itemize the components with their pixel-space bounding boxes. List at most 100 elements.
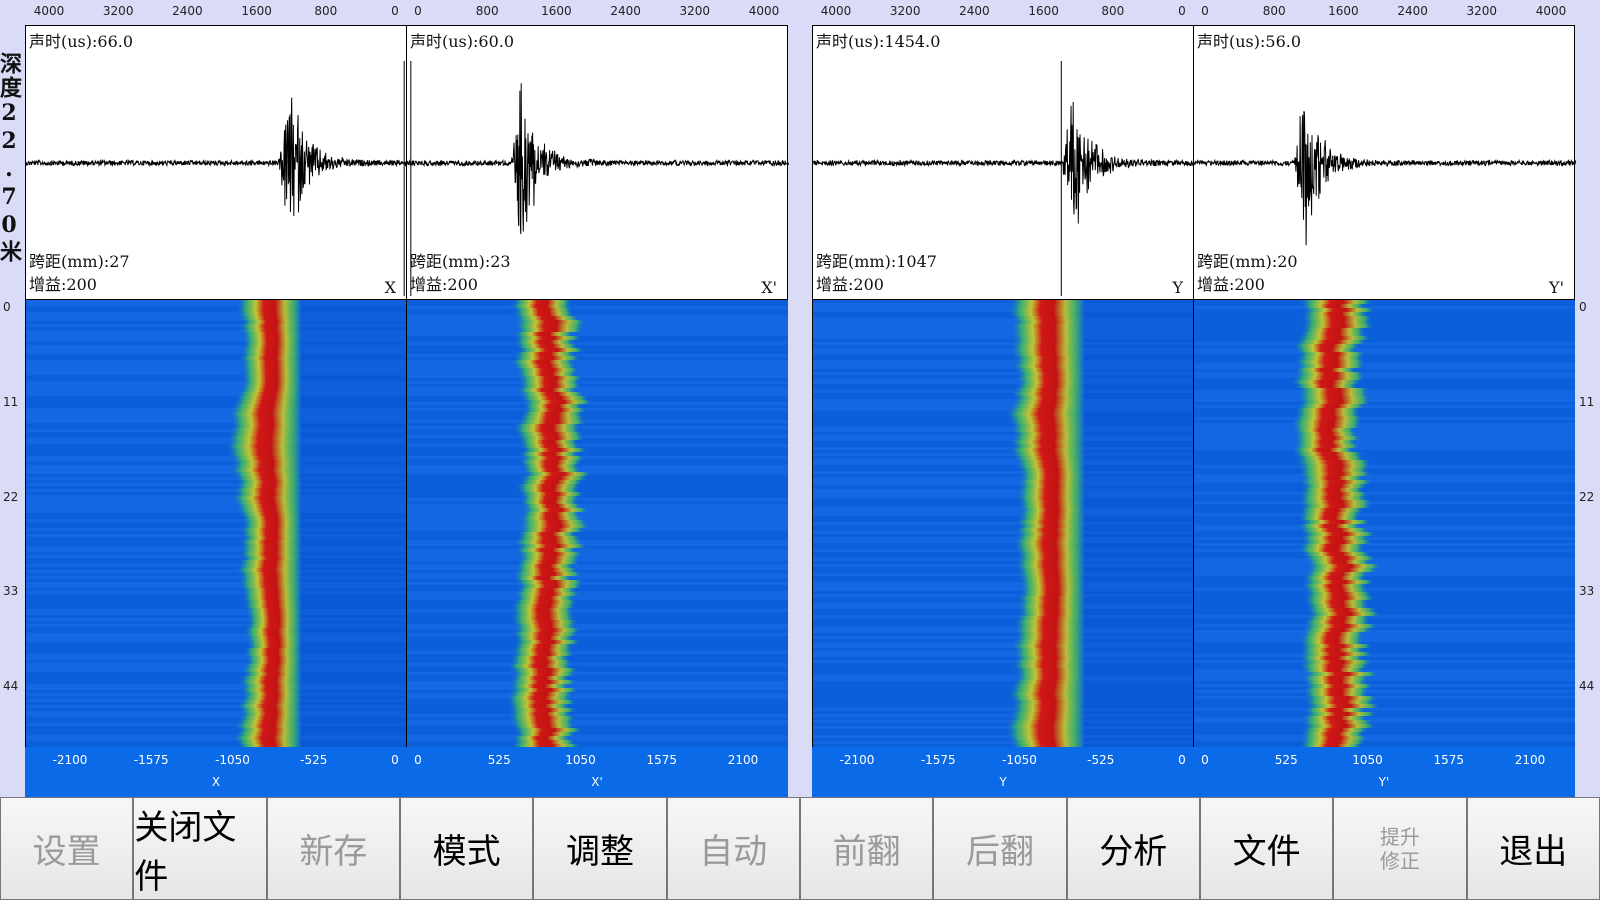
texture-row: [26, 303, 407, 306]
band-row: [231, 460, 302, 464]
band-row: [1304, 696, 1379, 700]
texture-row: [813, 657, 1194, 660]
texture-row: [813, 375, 1194, 378]
texture-row: [26, 390, 407, 393]
toolbar-button[interactable]: 文件: [1199, 797, 1334, 900]
texture-row: [1194, 300, 1575, 303]
bottom-axis: -2100 -1575 -1050 -525 0 Y: [812, 747, 1194, 797]
texture-row: [1194, 687, 1575, 690]
toolbar-button[interactable]: 设置: [0, 797, 134, 900]
texture-row: [407, 567, 788, 570]
band-row: [246, 620, 302, 624]
texture-row: [813, 612, 1194, 615]
band-row: [239, 712, 302, 716]
toolbar-button[interactable]: 模式: [399, 797, 534, 900]
texture-row: [1194, 645, 1575, 648]
bottom-tick-label: 525: [1274, 753, 1298, 767]
band-row: [1305, 608, 1378, 612]
toolbar-button[interactable]: 关闭文件: [133, 797, 267, 900]
band-row: [507, 664, 573, 668]
band-row: [1297, 516, 1361, 520]
bottom-tick-label: 525: [487, 753, 511, 767]
band-row: [241, 556, 302, 560]
band-row: [240, 360, 302, 364]
texture-row: [813, 615, 1194, 618]
band-row: [1307, 612, 1381, 616]
texture-row: [407, 522, 788, 525]
toolbar-button[interactable]: 前翻: [799, 797, 934, 900]
texture-row: [1194, 690, 1575, 693]
texture-row: [1194, 744, 1575, 747]
band-row: [243, 600, 302, 604]
texture-row: [407, 465, 788, 468]
button-label: 自动: [699, 832, 768, 872]
band-row: [237, 564, 302, 568]
texture-row: [26, 351, 407, 354]
texture-row: [1194, 720, 1575, 723]
band-row: [521, 468, 582, 472]
texture-row: [1194, 504, 1575, 507]
toolbar-button[interactable]: 新存: [266, 797, 400, 900]
texture-row: [1194, 516, 1575, 519]
band-row: [1016, 568, 1085, 572]
texture-row: [407, 534, 788, 537]
texture-row: [26, 345, 407, 348]
texture-row: [1194, 417, 1575, 420]
band-row: [1301, 584, 1368, 588]
band-row: [1301, 628, 1373, 632]
texture-row: [26, 678, 407, 681]
texture-row: [407, 381, 788, 384]
band-row: [247, 644, 302, 648]
texture-row: [813, 402, 1194, 405]
texture-row: [407, 420, 788, 423]
texture-row: [1194, 627, 1575, 630]
toolbar-button[interactable]: 调整: [533, 797, 667, 900]
bottom-tick-label: 1575: [1433, 753, 1465, 767]
texture-row: [1194, 543, 1575, 546]
texture-row: [813, 420, 1194, 423]
texture-row: [1194, 561, 1575, 564]
band-row: [1018, 612, 1085, 616]
band-row: [241, 380, 302, 384]
texture-row: [26, 675, 407, 678]
band-row: [233, 400, 302, 404]
toolbar-button[interactable]: 提升修正: [1333, 797, 1467, 900]
toolbar-button[interactable]: 分析: [1066, 797, 1200, 900]
texture-row: [1194, 735, 1575, 738]
band-row: [506, 696, 572, 700]
texture-row: [26, 486, 407, 489]
texture-row: [813, 516, 1194, 519]
texture-row: [1194, 345, 1575, 348]
bottom-tick-label: 1050: [1352, 753, 1383, 767]
texture-row: [813, 477, 1194, 480]
texture-row: [407, 372, 788, 375]
texture-row: [407, 717, 788, 720]
band-row: [240, 348, 302, 352]
band-row: [1008, 440, 1085, 444]
texture-row: [1194, 717, 1575, 720]
band-row: [239, 328, 302, 332]
texture-row: [813, 660, 1194, 663]
band-row: [1294, 340, 1367, 344]
band-row: [234, 476, 302, 480]
toolbar-button[interactable]: 退出: [1466, 797, 1600, 900]
texture-row: [26, 423, 407, 426]
texture-row: [26, 366, 407, 369]
texture-row: [1194, 405, 1575, 408]
heatmap-image: [1194, 300, 1575, 747]
texture-row: [407, 315, 788, 318]
toolbar-button[interactable]: 后翻: [933, 797, 1067, 900]
texture-row: [407, 558, 788, 561]
band-row: [512, 312, 574, 316]
texture-row: [407, 600, 788, 603]
band-row: [1292, 344, 1361, 348]
band-row: [240, 320, 302, 324]
texture-row: [407, 699, 788, 702]
bottom-tick-label: -1050: [1002, 753, 1037, 767]
band-row: [1292, 376, 1366, 380]
texture-row: [1194, 588, 1575, 591]
toolbar-button[interactable]: 自动: [666, 797, 800, 900]
texture-row: [1194, 441, 1575, 444]
texture-row: [813, 588, 1194, 591]
